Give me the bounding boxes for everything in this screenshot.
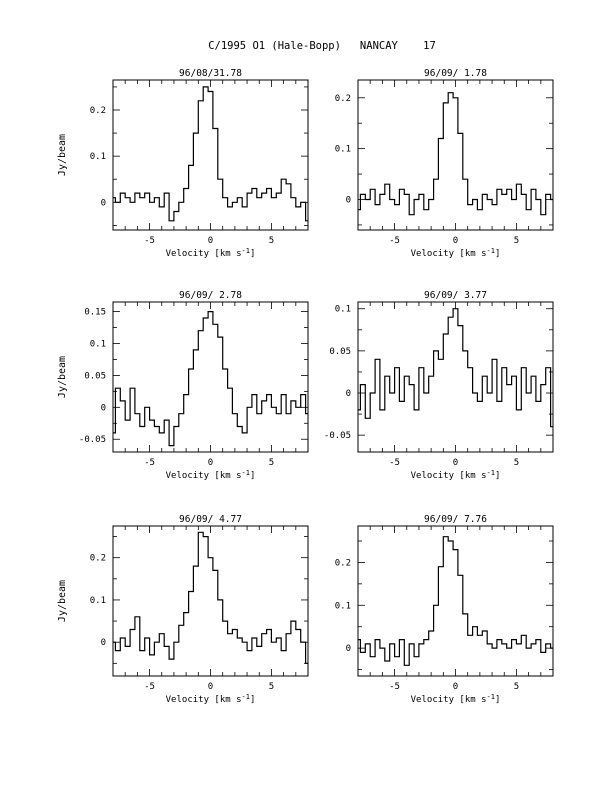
x-tick-label: -5 bbox=[389, 236, 400, 246]
x-tick-label: 0 bbox=[453, 236, 458, 246]
y-tick-label: 0 bbox=[346, 195, 351, 205]
spectrum-line bbox=[113, 311, 308, 447]
y-tick-label: 0 bbox=[101, 198, 106, 208]
y-tick-label: -0.05 bbox=[324, 431, 351, 441]
y-tick-label: 0 bbox=[101, 638, 106, 648]
y-tick-label: 0.1 bbox=[335, 601, 351, 611]
panel-title: 96/09/ 2.78 bbox=[179, 290, 242, 301]
x-tick-label: 5 bbox=[269, 682, 274, 692]
plot-frame bbox=[357, 525, 554, 677]
x-tick-label: 0 bbox=[208, 236, 213, 246]
plot-frame bbox=[357, 301, 554, 453]
spectrum-line bbox=[113, 531, 308, 664]
y-axis-label: Jy/beam bbox=[57, 134, 68, 176]
plot-frame bbox=[112, 79, 309, 231]
panel-title: 96/08/31.78 bbox=[179, 68, 242, 79]
x-axis-label: Velocity [km s-1] bbox=[411, 247, 501, 259]
x-tick-label: -5 bbox=[389, 682, 400, 692]
spectrum-panel-6: 96/09/ 7.76 -5 0 5 0 0.1 0.2 Velocity [km s-1] bbox=[335, 514, 554, 705]
y-tick-label: 0.2 bbox=[90, 106, 106, 116]
x-tick-label: 5 bbox=[269, 236, 274, 246]
x-tick-label: 5 bbox=[514, 458, 519, 468]
x-tick-label: -5 bbox=[144, 682, 155, 692]
y-axis-label: Jy/beam bbox=[57, 356, 68, 398]
panel-title: 96/09/ 4.77 bbox=[179, 514, 242, 525]
y-tick-label: 0.1 bbox=[335, 145, 351, 155]
spectrum-panel-3: 96/09/ 2.78 -5 0 5 -0.05 0 0.05 0.1 0.15 Velocity… bbox=[57, 290, 309, 481]
x-axis-label: Velocity [km s-1] bbox=[166, 469, 256, 481]
spectrum-panel-1: 96/08/31.78 -5 0 5 0 0.1 0.2 Velocity [km s-1] J… bbox=[57, 68, 309, 259]
plot-frame bbox=[112, 301, 309, 453]
y-tick-label: -0.05 bbox=[79, 435, 106, 445]
spectrum-line bbox=[358, 92, 553, 216]
x-tick-label: 0 bbox=[453, 458, 458, 468]
x-tick-label: -5 bbox=[144, 236, 155, 246]
y-tick-label: 0.2 bbox=[90, 554, 106, 564]
x-axis-label: Velocity [km s-1] bbox=[166, 693, 256, 705]
x-tick-label: 5 bbox=[514, 682, 519, 692]
x-tick-label: -5 bbox=[389, 458, 400, 468]
y-tick-label: 0.05 bbox=[329, 347, 351, 357]
panel-title: 96/09/ 7.76 bbox=[424, 514, 487, 525]
spectrum-line bbox=[358, 536, 553, 666]
spectrum-panel-4: 96/09/ 3.77 -5 0 5 -0.05 0 0.05 0.1 Velocity [km… bbox=[324, 290, 554, 481]
x-tick-label: 0 bbox=[208, 682, 213, 692]
spectrum-line bbox=[113, 86, 308, 222]
x-tick-label: -5 bbox=[144, 458, 155, 468]
x-tick-label: 0 bbox=[453, 682, 458, 692]
panel-title: 96/09/ 1.78 bbox=[424, 68, 487, 79]
plot-frame bbox=[112, 525, 309, 677]
x-axis-label: Velocity [km s-1] bbox=[166, 247, 256, 259]
y-tick-label: 0.05 bbox=[84, 371, 106, 381]
y-tick-label: 0.2 bbox=[335, 558, 351, 568]
y-tick-label: 0 bbox=[101, 403, 106, 413]
x-tick-label: 5 bbox=[269, 458, 274, 468]
y-tick-label: 0.2 bbox=[335, 94, 351, 104]
panel-title: 96/09/ 3.77 bbox=[424, 290, 487, 301]
y-axis-label: Jy/beam bbox=[57, 580, 68, 622]
y-tick-label: 0 bbox=[346, 389, 351, 399]
x-tick-label: 5 bbox=[514, 236, 519, 246]
x-axis-label: Velocity [km s-1] bbox=[411, 469, 501, 481]
x-tick-label: 0 bbox=[208, 458, 213, 468]
y-tick-label: 0.1 bbox=[90, 339, 106, 349]
y-tick-label: 0.1 bbox=[90, 596, 106, 606]
y-tick-label: 0 bbox=[346, 644, 351, 654]
plot-frame bbox=[357, 79, 554, 231]
spectra-panels: 96/08/31.78 -5 0 5 0 0.1 0.2 Velocity [km s-1] J… bbox=[57, 68, 554, 705]
y-tick-label: 0.1 bbox=[90, 152, 106, 162]
spectrum-line bbox=[358, 308, 553, 428]
x-axis-label: Velocity [km s-1] bbox=[411, 693, 501, 705]
spectrum-panel-2: 96/09/ 1.78 -5 0 5 0 0.1 0.2 Velocity [km s-1] bbox=[335, 68, 554, 259]
y-tick-label: 0.1 bbox=[335, 305, 351, 315]
y-tick-label: 0.15 bbox=[84, 308, 106, 318]
spectrum-panel-5: 96/09/ 4.77 -5 0 5 0 0.1 0.2 Velocity [km s-1] J… bbox=[57, 514, 309, 705]
page-title: C/1995 O1 (Hale-Bopp) NANCAY 17 bbox=[208, 40, 436, 52]
